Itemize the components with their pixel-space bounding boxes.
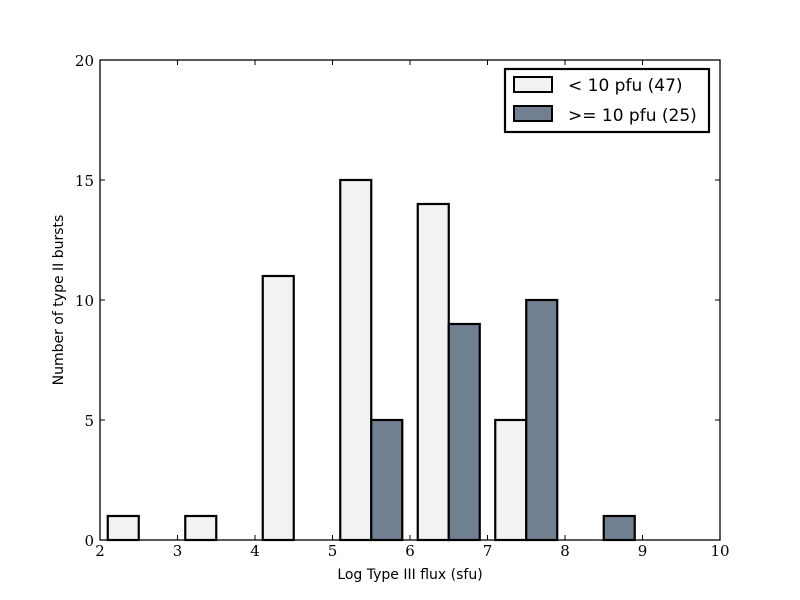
y-tick-label: 5 bbox=[84, 412, 94, 430]
x-tick-label: 2 bbox=[95, 542, 105, 560]
legend-swatch-below-10pfu bbox=[513, 76, 553, 93]
x-tick-label: 6 bbox=[405, 542, 415, 560]
bar-series0-bin1 bbox=[184, 514, 218, 542]
x-tick-label: 4 bbox=[250, 542, 260, 560]
bar-series0-bin4 bbox=[416, 202, 450, 542]
y-tick-label: 0 bbox=[84, 532, 94, 550]
x-tick-label: 8 bbox=[560, 542, 570, 560]
legend: < 10 pfu (47) >= 10 pfu (25) bbox=[503, 67, 711, 134]
bar-series0-bin3 bbox=[339, 178, 373, 542]
legend-swatch-above-10pfu bbox=[513, 105, 553, 122]
y-axis-label: Number of type II bursts bbox=[51, 215, 67, 386]
bar-series1-bin3 bbox=[370, 418, 404, 542]
x-axis-label: Log Type III flux (sfu) bbox=[337, 567, 482, 583]
tick-group: 2 3 4 5 6 7 8 9 10 0 5 10 15 20 bbox=[75, 52, 730, 560]
bar-series0-bin0 bbox=[106, 514, 140, 542]
bar-series1-bin5 bbox=[525, 298, 559, 542]
x-tick-label: 9 bbox=[638, 542, 648, 560]
bar-series0-bin2 bbox=[261, 274, 295, 542]
bar-series0-bin5 bbox=[494, 418, 528, 542]
x-tick-label: 7 bbox=[483, 542, 493, 560]
bar-group bbox=[106, 178, 636, 542]
legend-label-below-10pfu: < 10 pfu (47) bbox=[568, 76, 683, 96]
y-tick-label: 15 bbox=[75, 172, 94, 190]
bar-series1-bin6 bbox=[602, 514, 636, 542]
y-tick-label: 20 bbox=[75, 52, 94, 70]
legend-label-above-10pfu: >= 10 pfu (25) bbox=[568, 106, 697, 126]
x-tick-label: 3 bbox=[173, 542, 183, 560]
x-tick-label: 5 bbox=[328, 542, 338, 560]
bar-series1-bin4 bbox=[447, 322, 481, 542]
y-tick-label: 10 bbox=[75, 292, 94, 310]
x-tick-label: 10 bbox=[710, 542, 729, 560]
